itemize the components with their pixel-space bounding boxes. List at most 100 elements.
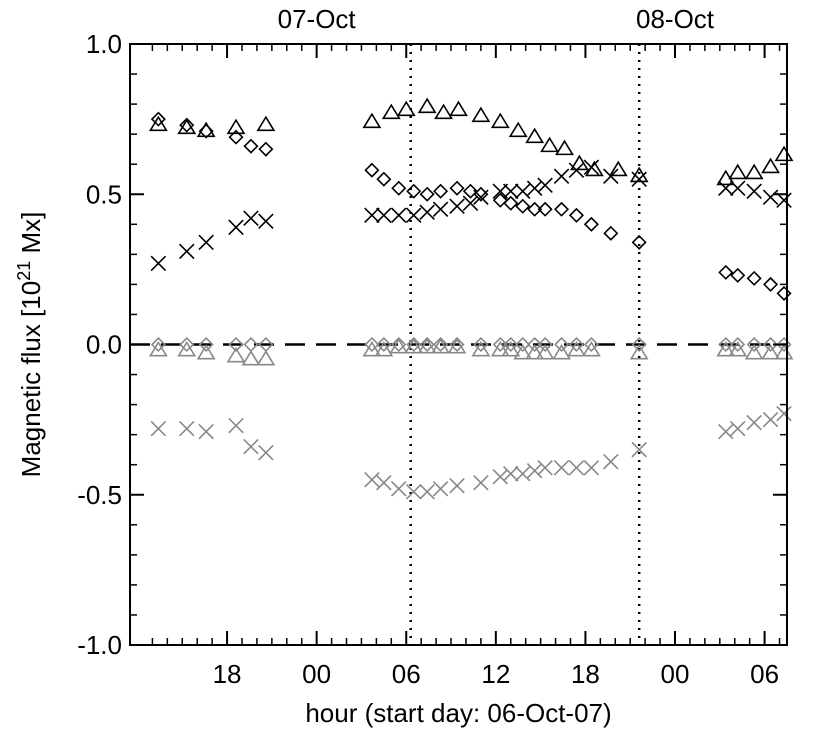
top-date-label: 08-Oct: [636, 4, 715, 34]
diamond-marker: [730, 267, 746, 283]
cross-marker: [364, 471, 380, 488]
x-tick-label: 06: [750, 659, 779, 689]
triangle-marker: [226, 346, 246, 363]
x-tick-label: 00: [302, 659, 331, 689]
triangle-marker: [381, 103, 401, 120]
diamond-marker: [198, 336, 214, 353]
cross-marker: [391, 480, 407, 497]
y-axis-title-tail: Mx]: [16, 212, 46, 261]
cross-marker: [432, 480, 449, 497]
cross-marker: [514, 183, 531, 200]
y-tick-label: 1.0: [86, 29, 122, 59]
diamond-marker: [553, 336, 570, 353]
diamond-marker: [179, 336, 195, 353]
triangle-marker: [774, 145, 794, 162]
triangle-marker: [629, 343, 649, 360]
diamond-marker: [258, 336, 274, 353]
cross-marker: [432, 201, 449, 218]
cross-marker: [502, 465, 519, 482]
diamond-marker: [568, 207, 584, 223]
diamond-marker: [568, 336, 584, 353]
triangle-marker: [540, 136, 560, 153]
cross-marker: [228, 219, 244, 236]
diamond-marker: [503, 195, 519, 211]
diamond-marker: [433, 336, 449, 353]
cross-marker: [526, 462, 543, 479]
x-tick-label: 18: [571, 659, 600, 689]
triangle-marker: [471, 106, 491, 123]
cross-marker: [746, 183, 762, 200]
cross-marker: [449, 477, 465, 494]
y-axis-title-sup: 21: [14, 261, 34, 281]
triangle-marker: [744, 163, 764, 180]
cross-marker: [568, 459, 585, 476]
cross-marker: [473, 474, 489, 491]
triangle-marker: [148, 340, 168, 357]
diamond-marker: [631, 234, 647, 250]
triangle-marker: [508, 121, 528, 138]
cross-marker: [583, 159, 600, 175]
diamond-marker: [228, 336, 244, 353]
x-axis-title: hour (start day: 06-Oct-07): [305, 698, 611, 728]
cross-marker: [729, 180, 746, 197]
diamond-marker: [228, 129, 244, 145]
cross-marker: [514, 465, 531, 482]
diamond-marker: [243, 138, 259, 154]
diamond-marker: [449, 336, 465, 353]
diamond-marker: [462, 183, 478, 199]
diamond-marker: [718, 264, 734, 280]
diamond-marker: [419, 336, 435, 353]
triangle-marker: [581, 340, 601, 357]
cross-marker: [150, 255, 167, 272]
diamond-marker: [553, 201, 570, 217]
cross-marker: [462, 195, 479, 212]
cross-marker: [150, 420, 167, 437]
cross-marker: [178, 243, 195, 260]
diamond-marker: [527, 336, 543, 353]
diamond-marker: [150, 111, 166, 127]
diamond-marker: [583, 336, 599, 353]
diamond-marker: [631, 336, 647, 353]
y-axis-title-main: Magnetic flux [10: [16, 281, 46, 478]
triangle-marker: [774, 343, 794, 360]
diamond-marker: [243, 336, 259, 353]
cross-marker: [243, 210, 259, 227]
triangle-marker: [226, 118, 246, 135]
cross-marker: [258, 213, 274, 230]
triangle-marker: [362, 112, 382, 129]
cross-marker: [391, 207, 407, 224]
triangle-marker: [728, 163, 748, 180]
cross-marker: [526, 180, 543, 197]
diamond-marker: [776, 336, 792, 353]
cross-marker: [603, 168, 619, 184]
diamond-marker: [503, 336, 519, 353]
cross-marker: [729, 420, 746, 437]
cross-marker: [583, 459, 600, 476]
reference-lines: [130, 44, 787, 645]
cross-marker: [762, 411, 779, 428]
triangle-marker: [374, 340, 394, 357]
cross-marker: [473, 189, 489, 206]
y-tick-label: 0.0: [86, 330, 122, 360]
diamond-marker: [515, 198, 531, 214]
diamond-marker: [433, 183, 449, 199]
triangle-marker: [555, 139, 574, 156]
triangle-marker: [471, 340, 491, 357]
triangle-marker: [501, 340, 521, 357]
diamond-marker: [492, 336, 508, 353]
triangle-marker: [148, 115, 168, 132]
diamond-marker: [537, 201, 553, 217]
diamond-marker: [419, 186, 435, 202]
cross-marker: [746, 414, 762, 431]
cross-marker: [419, 483, 435, 500]
diamond-marker: [258, 141, 274, 157]
diamond-marker: [376, 336, 392, 353]
diamond-marker: [376, 171, 392, 187]
data-markers: [148, 97, 794, 500]
diamond-marker: [179, 117, 195, 133]
diamond-marker: [583, 216, 599, 232]
triangle-marker: [434, 103, 453, 120]
cross-marker: [568, 162, 585, 178]
cross-marker: [762, 189, 779, 206]
